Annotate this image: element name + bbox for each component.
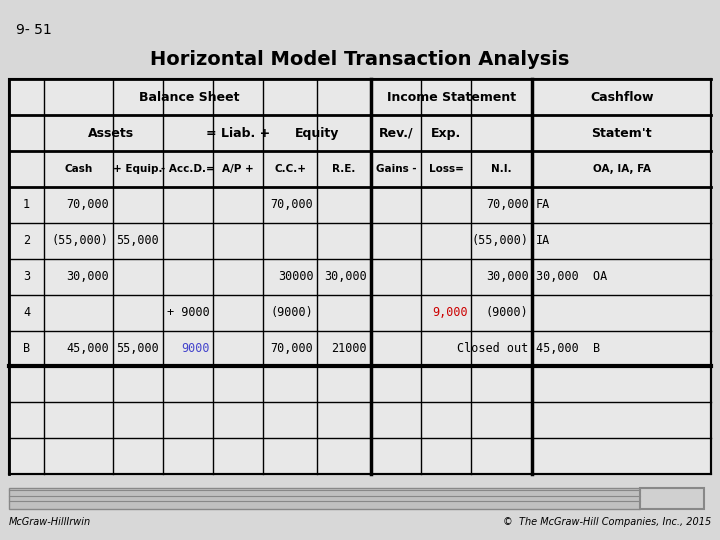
Text: 55,000: 55,000	[117, 234, 159, 247]
Text: Horizontal Model Transaction Analysis: Horizontal Model Transaction Analysis	[150, 50, 570, 69]
Text: 4: 4	[23, 306, 30, 319]
Text: (9000): (9000)	[486, 306, 528, 319]
Text: Exp.: Exp.	[431, 127, 462, 140]
Text: 3: 3	[23, 270, 30, 283]
Text: FA: FA	[536, 198, 550, 212]
Text: 30,000: 30,000	[66, 270, 109, 283]
Text: Loss=: Loss=	[428, 164, 464, 174]
Text: 9- 51: 9- 51	[16, 23, 52, 37]
Text: OA, IA, FA: OA, IA, FA	[593, 164, 651, 174]
Text: 21000: 21000	[331, 342, 367, 355]
Text: (55,000): (55,000)	[472, 234, 528, 247]
Text: C.C.+: C.C.+	[274, 164, 306, 174]
Text: + Equip.: + Equip.	[113, 164, 163, 174]
FancyBboxPatch shape	[639, 488, 704, 509]
Text: 2: 2	[23, 234, 30, 247]
Text: N.I.: N.I.	[491, 164, 512, 174]
Text: 70,000: 70,000	[486, 198, 528, 212]
Text: 9,000: 9,000	[432, 306, 467, 319]
Text: Assets: Assets	[88, 127, 134, 140]
Text: 70,000: 70,000	[66, 198, 109, 212]
Text: ©  The McGraw-Hill Companies, Inc., 2015: © The McGraw-Hill Companies, Inc., 2015	[503, 517, 711, 528]
Text: 9000: 9000	[181, 342, 210, 355]
Text: R.E.: R.E.	[332, 164, 356, 174]
Text: + 9000: + 9000	[166, 306, 210, 319]
Text: 70,000: 70,000	[271, 198, 313, 212]
Text: 30,000: 30,000	[486, 270, 528, 283]
Text: Equity: Equity	[294, 127, 339, 140]
Text: 30000: 30000	[278, 270, 313, 283]
Text: 55,000: 55,000	[117, 342, 159, 355]
Text: (55,000): (55,000)	[52, 234, 109, 247]
Text: Cash: Cash	[64, 164, 93, 174]
Text: 1: 1	[23, 198, 30, 212]
Text: McGraw-HillIrwin: McGraw-HillIrwin	[9, 517, 91, 528]
Text: 30,000  OA: 30,000 OA	[536, 270, 607, 283]
Text: Income Statement: Income Statement	[387, 91, 516, 104]
Text: Rev./: Rev./	[379, 127, 413, 140]
Text: Statem't: Statem't	[591, 127, 652, 140]
Text: = Liab. +: = Liab. +	[206, 127, 270, 140]
Text: Cashflow: Cashflow	[590, 91, 654, 104]
Text: (9000): (9000)	[271, 306, 313, 319]
Text: Balance Sheet: Balance Sheet	[140, 91, 240, 104]
Text: 45,000  B: 45,000 B	[536, 342, 600, 355]
Text: A/P +: A/P +	[222, 164, 254, 174]
Text: Closed out: Closed out	[457, 342, 528, 355]
Text: 45,000: 45,000	[66, 342, 109, 355]
Text: B: B	[23, 342, 30, 355]
FancyBboxPatch shape	[9, 488, 639, 509]
Text: - Acc.D.=: - Acc.D.=	[161, 164, 215, 174]
Text: Gains -: Gains -	[376, 164, 416, 174]
Text: IA: IA	[536, 234, 550, 247]
FancyBboxPatch shape	[9, 79, 711, 474]
Text: 30,000: 30,000	[325, 270, 367, 283]
Text: 70,000: 70,000	[271, 342, 313, 355]
